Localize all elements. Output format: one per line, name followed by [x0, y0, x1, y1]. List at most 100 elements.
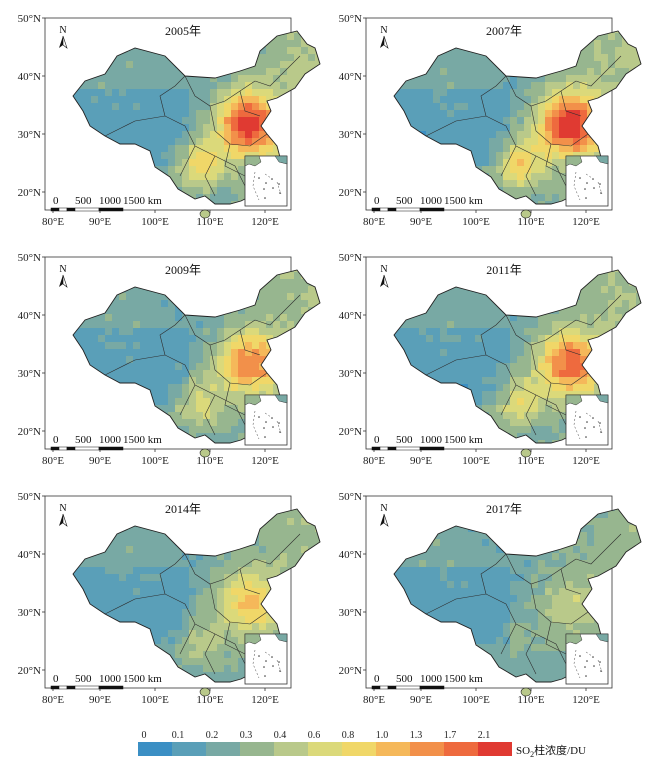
scale-bar-label: 0 [374, 434, 380, 446]
lat-tick-label: 30°N [18, 129, 41, 141]
colorbar-segment [342, 742, 376, 756]
south-china-sea-inset [244, 155, 288, 207]
colorbar-tick-label: 0.4 [274, 730, 287, 741]
hainan-island [199, 209, 211, 219]
lat-tick-label: 20°N [18, 665, 41, 677]
province-boundary [560, 568, 582, 595]
scale-bar-label: 1500 km [123, 195, 162, 207]
province-boundary [104, 593, 196, 655]
scale-bar-label: 1500 km [123, 434, 162, 446]
lat-tick-label: 30°N [18, 368, 41, 380]
lon-tick-label: 90°E [89, 455, 111, 467]
province-boundary [159, 553, 186, 595]
lat-tick-label: 50°N [339, 252, 362, 264]
colorbar-tick-label: 0 [142, 730, 147, 741]
colorbar-tick-label: 0.3 [240, 730, 253, 741]
scale-bar-label: 1500 km [123, 673, 162, 685]
province-boundary [480, 553, 507, 595]
north-arrow-label: N [380, 264, 387, 275]
lon-tick-label: 100°E [141, 216, 169, 228]
lat-tick-label: 20°N [339, 665, 362, 677]
map-panel: 50°N 40°N 30°N 20°N 80°E 90°E 100°E 110°E 120°E 2… [339, 252, 642, 467]
colorbar-tick-label: 1.3 [410, 730, 423, 741]
lon-tick-label: 110°E [196, 694, 223, 706]
province-boundary [425, 593, 517, 655]
scale-bar-label: 0 [53, 195, 59, 207]
lon-tick-label: 90°E [410, 694, 432, 706]
panel-year-title: 2009年 [165, 263, 201, 277]
north-arrow-icon: N [59, 503, 68, 527]
province-boundary [560, 329, 582, 356]
china-outline [72, 508, 321, 683]
lon-tick-label: 80°E [42, 455, 64, 467]
scale-bar: 0 500 1000 1500 km [371, 195, 483, 212]
province-boundary [515, 384, 567, 426]
hainan-island [199, 448, 211, 458]
colorbar-tick-label: 0.2 [206, 730, 219, 741]
north-arrow-label: N [380, 503, 387, 514]
south-china-sea-inset [565, 633, 609, 685]
lat-tick-label: 50°N [18, 13, 41, 25]
north-arrow-label: N [59, 503, 66, 514]
lon-tick-label: 120°E [572, 455, 600, 467]
scale-bar: 0 500 1000 1500 km [50, 434, 162, 451]
scale-bar-label: 1000 [420, 673, 443, 685]
panel-year-title: 2014年 [165, 502, 201, 516]
lat-tick-label: 20°N [339, 187, 362, 199]
china-outline [393, 30, 642, 205]
panel-year-title: 2007年 [486, 24, 522, 38]
lat-tick-label: 40°N [339, 71, 362, 83]
province-boundary [239, 329, 261, 356]
province-boundary [515, 145, 567, 187]
province-boundary [425, 354, 517, 416]
scale-bar-label: 1000 [99, 673, 122, 685]
lon-tick-label: 120°E [251, 455, 279, 467]
colorbar-tick-label: 1.7 [444, 730, 457, 741]
lon-tick-label: 90°E [89, 694, 111, 706]
colorbar-segment [444, 742, 478, 756]
scale-bar-label: 1000 [420, 195, 443, 207]
province-boundary [575, 294, 622, 326]
lat-tick-label: 30°N [339, 607, 362, 619]
lat-tick-label: 40°N [339, 310, 362, 322]
scale-bar-label: 500 [75, 673, 92, 685]
lon-tick-label: 120°E [251, 216, 279, 228]
province-boundary [194, 623, 246, 665]
province-boundary [505, 75, 577, 107]
scale-bar: 0 500 1000 1500 km [50, 195, 162, 212]
province-boundary [184, 314, 256, 346]
lon-tick-label: 110°E [517, 694, 544, 706]
lat-tick-label: 20°N [18, 187, 41, 199]
lon-tick-label: 110°E [196, 455, 223, 467]
colorbar-tick-label: 1.0 [376, 730, 389, 741]
lat-tick-label: 30°N [339, 368, 362, 380]
colorbar-segment [376, 742, 410, 756]
lon-tick-label: 110°E [196, 216, 223, 228]
map-panel: 50°N 40°N 30°N 20°N 80°E 90°E 100°E 110°E 120°E 2… [18, 491, 321, 706]
map-panel: 50°N 40°N 30°N 20°N 80°E 90°E 100°E 110°E 120°E 2… [339, 13, 642, 228]
lat-tick-label: 30°N [18, 607, 41, 619]
lon-tick-label: 110°E [517, 455, 544, 467]
province-boundary [104, 354, 196, 416]
north-arrow-icon: N [380, 264, 389, 288]
lon-tick-label: 100°E [462, 216, 490, 228]
scale-bar-label: 500 [75, 195, 92, 207]
lon-tick-label: 80°E [42, 216, 64, 228]
lat-tick-label: 20°N [18, 426, 41, 438]
colorbar-segment [410, 742, 444, 756]
map-panel: 50°N 40°N 30°N 20°N 80°E 90°E 100°E 110°E 120°E 2… [18, 252, 321, 467]
province-boundary [525, 155, 537, 197]
scale-bar-label: 500 [75, 434, 92, 446]
scale-bar: 0 500 1000 1500 km [50, 673, 162, 690]
province-boundary [480, 314, 507, 356]
province-boundary [184, 75, 256, 107]
lon-tick-label: 100°E [141, 455, 169, 467]
south-china-sea-inset [565, 155, 609, 207]
north-arrow-label: N [59, 264, 66, 275]
province-boundary [239, 568, 261, 595]
colorbar-tick-label: 0.8 [342, 730, 355, 741]
lon-tick-label: 100°E [462, 694, 490, 706]
map-panel: 50°N 40°N 30°N 20°N 80°E 90°E 100°E 110°E 120°E 2… [339, 491, 642, 706]
scale-bar-label: 0 [53, 673, 59, 685]
